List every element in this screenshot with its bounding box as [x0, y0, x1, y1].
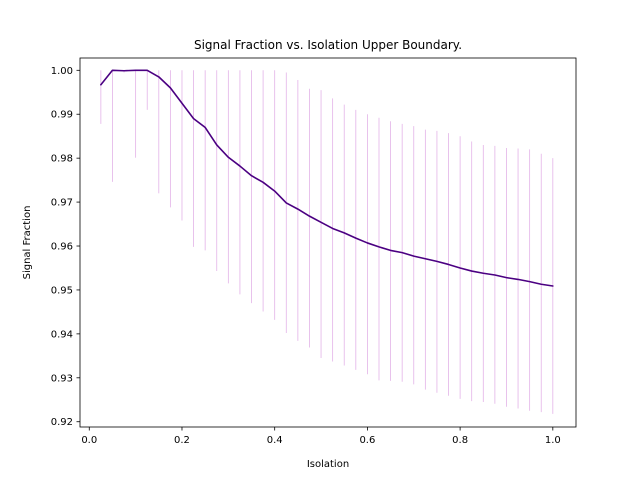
y-tick-label: 0.99: [51, 110, 73, 121]
y-tick-label: 0.98: [51, 154, 73, 165]
y-axis-title: Signal Fraction: [22, 206, 33, 280]
y-tick-label: 0.92: [51, 417, 73, 428]
y-tick-label: 0.97: [51, 198, 73, 209]
x-axis-title: Isolation: [307, 459, 349, 470]
chart-title: Signal Fraction vs. Isolation Upper Boun…: [194, 38, 462, 52]
error-bars: [100, 70, 554, 414]
y-tick-label: 0.94: [51, 329, 73, 340]
x-tick-label: 1.0: [545, 435, 561, 446]
y-tick-label: 1.00: [51, 66, 73, 77]
y-tick-label: 0.93: [51, 373, 73, 384]
x-tick-label: 0.4: [267, 435, 283, 446]
x-axis: 0.0 0.2 0.4 0.6 0.8 1.0: [81, 427, 561, 446]
y-tick-label: 0.95: [51, 285, 73, 296]
y-axis: 0.92 0.93 0.94 0.95 0.96 0.97 0.98 0.99 1.00: [51, 66, 80, 428]
x-tick-label: 0.8: [452, 435, 468, 446]
x-tick-label: 0.6: [359, 435, 375, 446]
plot-frame: [79, 57, 577, 428]
x-tick-label: 0.0: [81, 435, 97, 446]
series-line: [100, 69, 554, 287]
y-tick-label: 0.96: [51, 242, 73, 253]
plot-area: [80, 58, 576, 427]
x-tick-label: 0.2: [174, 435, 190, 446]
